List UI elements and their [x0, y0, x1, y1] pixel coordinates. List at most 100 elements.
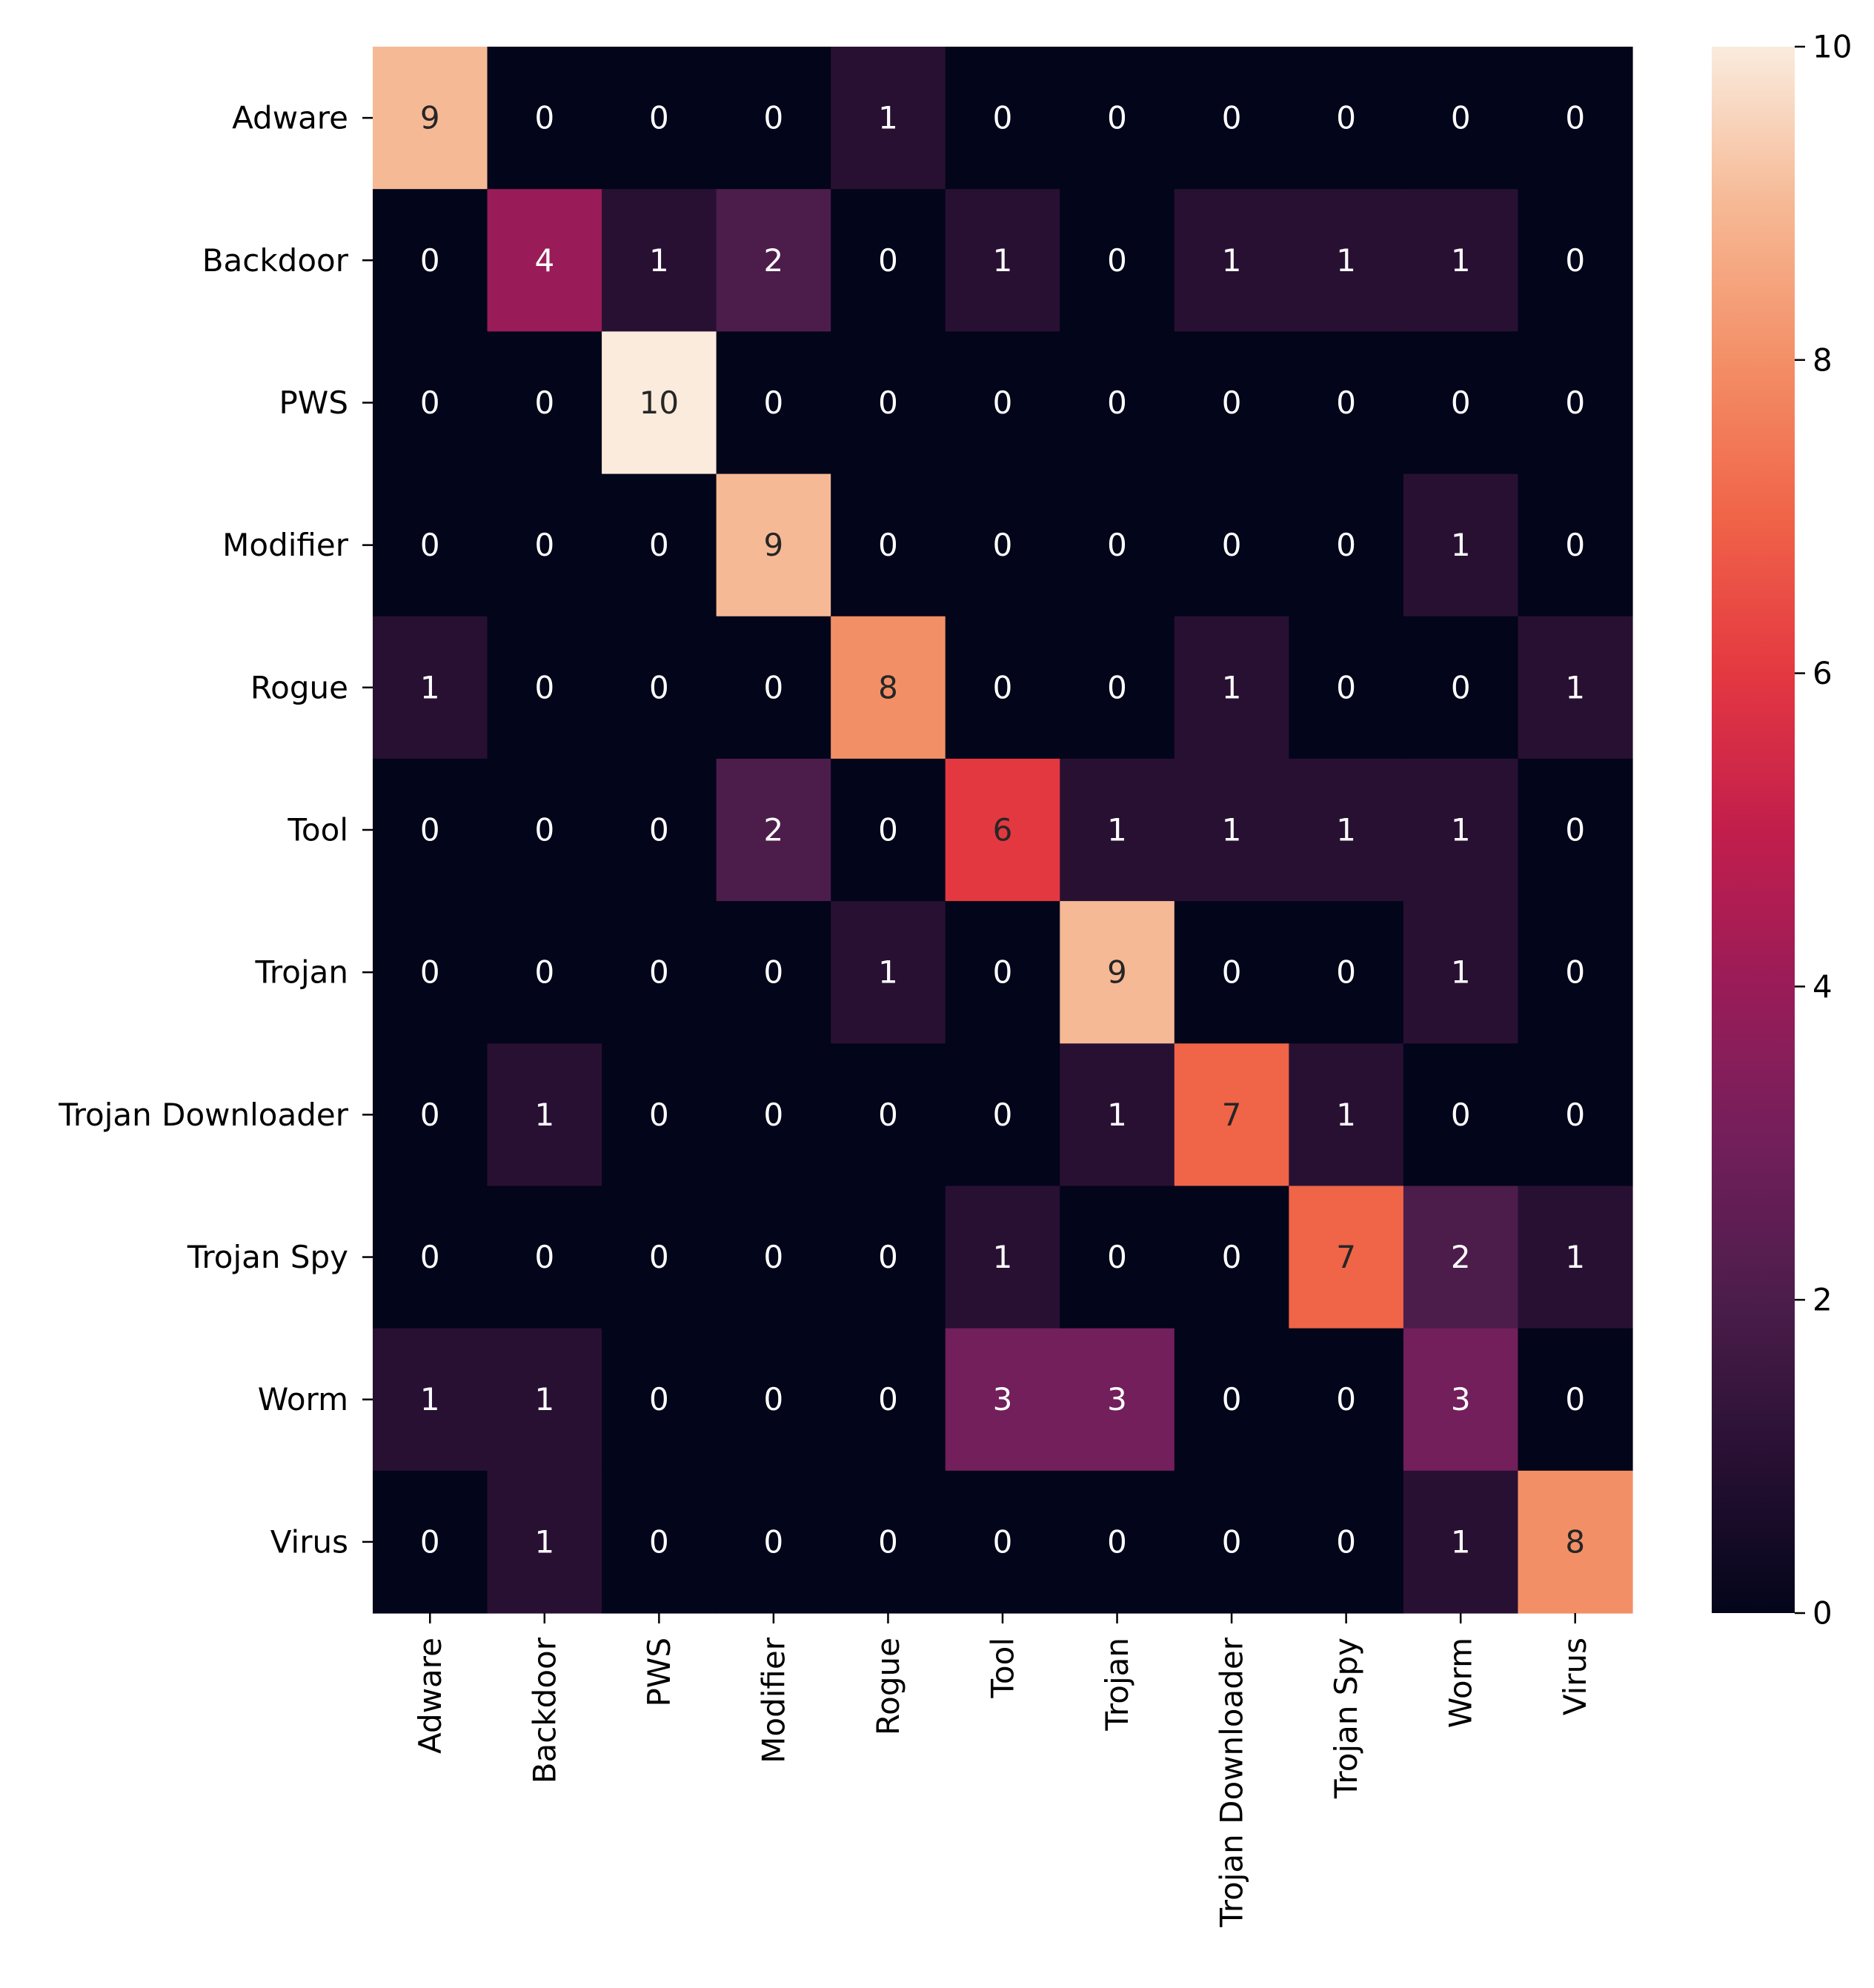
cell-label-rogue-worm: 0 [1451, 669, 1471, 705]
cell-worm-adware [373, 1328, 488, 1472]
cell-tool-pws [602, 758, 717, 902]
cell-label-worm-pws: 0 [649, 1381, 669, 1417]
cell-label-backdoor-pws: 1 [649, 242, 669, 279]
x-tick-label-tool: Tool [985, 1638, 1021, 1699]
cell-label-trojan-downloader-worm: 0 [1451, 1097, 1471, 1133]
cell-rogue-trojan-downloader [1174, 616, 1289, 759]
cell-label-tool-adware: 0 [420, 812, 440, 848]
cell-label-trojan-downloader-trojan: 1 [1107, 1097, 1127, 1133]
cell-adware-rogue [831, 47, 946, 190]
cell-modifier-tool [945, 473, 1060, 617]
cell-tool-modifier [716, 758, 831, 902]
y-tick-label-trojan-downloader: Trojan Downloader [58, 1097, 349, 1133]
cell-label-modifier-pws: 0 [649, 527, 669, 563]
cell-trojan-trojan [1060, 901, 1175, 1044]
cell-backdoor-pws [602, 189, 717, 332]
cell-modifier-backdoor [487, 473, 602, 617]
cell-pws-backdoor [487, 331, 602, 475]
colorbar-gradient [1712, 47, 1795, 1613]
cell-modifier-trojan-spy [1289, 473, 1404, 617]
cell-label-worm-rogue: 0 [878, 1381, 898, 1417]
cell-virus-trojan-spy [1289, 1470, 1404, 1614]
cell-adware-backdoor [487, 47, 602, 190]
cell-modifier-trojan-downloader [1174, 473, 1289, 617]
cell-pws-rogue [831, 331, 946, 475]
cell-label-adware-virus: 0 [1565, 100, 1585, 136]
cell-trojan-spy-virus [1518, 1186, 1633, 1329]
cell-backdoor-modifier [716, 189, 831, 332]
cell-modifier-worm [1403, 473, 1519, 617]
cell-label-trojan-downloader-trojan-downloader: 7 [1222, 1097, 1242, 1133]
cell-tool-trojan-spy [1289, 758, 1404, 902]
cell-label-pws-virus: 0 [1565, 385, 1585, 421]
cell-label-worm-worm: 3 [1451, 1381, 1471, 1417]
cell-rogue-pws [602, 616, 717, 759]
cell-label-tool-modifier: 2 [764, 812, 784, 848]
cell-tool-trojan-downloader [1174, 758, 1289, 902]
cell-backdoor-trojan-downloader [1174, 189, 1289, 332]
colorbar-tick-label: 4 [1812, 968, 1833, 1005]
cell-label-modifier-adware: 0 [420, 527, 440, 563]
cell-label-adware-trojan: 0 [1107, 100, 1127, 136]
colorbar-tick-label: 8 [1812, 342, 1833, 378]
cell-label-tool-pws: 0 [649, 812, 669, 848]
cell-modifier-trojan [1060, 473, 1175, 617]
cell-trojan-spy-trojan-spy [1289, 1186, 1404, 1329]
cell-trojan-downloader-modifier [716, 1043, 831, 1187]
cell-label-trojan-spy-rogue: 0 [878, 1239, 898, 1275]
cell-label-rogue-adware: 1 [420, 669, 440, 705]
cell-trojan-downloader-backdoor [487, 1043, 602, 1187]
cell-label-backdoor-backdoor: 4 [534, 242, 554, 279]
cell-label-backdoor-modifier: 2 [764, 242, 784, 279]
cell-trojan-modifier [716, 901, 831, 1044]
cell-trojan-spy-adware [373, 1186, 488, 1329]
cell-trojan-downloader-worm [1403, 1043, 1519, 1187]
cell-rogue-adware [373, 616, 488, 759]
cell-label-virus-virus: 8 [1565, 1523, 1585, 1560]
cell-label-tool-rogue: 0 [878, 812, 898, 848]
x-tick-label-rogue: Rogue [870, 1638, 906, 1735]
cell-label-virus-rogue: 0 [878, 1523, 898, 1560]
cell-label-backdoor-tool: 1 [993, 242, 1013, 279]
heatmap-cells [373, 47, 1633, 1614]
cell-label-rogue-tool: 0 [993, 669, 1013, 705]
cell-label-trojan-downloader-backdoor: 1 [534, 1097, 554, 1133]
cell-rogue-trojan [1060, 616, 1175, 759]
cell-backdoor-adware [373, 189, 488, 332]
x-tick-label-trojan-spy: Trojan Spy [1328, 1638, 1364, 1799]
cell-label-rogue-pws: 0 [649, 669, 669, 705]
cell-trojan-downloader-tool [945, 1043, 1060, 1187]
cell-trojan-downloader-adware [373, 1043, 488, 1187]
cell-trojan-spy-rogue [831, 1186, 946, 1329]
cell-virus-pws [602, 1470, 717, 1614]
cell-adware-modifier [716, 47, 831, 190]
cell-rogue-trojan-spy [1289, 616, 1404, 759]
x-tick-label-virus: Virus [1557, 1638, 1593, 1715]
cell-tool-worm [1403, 758, 1519, 902]
cell-label-trojan-trojan-spy: 0 [1336, 954, 1356, 991]
cell-label-worm-adware: 1 [420, 1381, 440, 1417]
cell-label-tool-worm: 1 [1451, 812, 1471, 848]
cell-modifier-rogue [831, 473, 946, 617]
cell-pws-modifier [716, 331, 831, 475]
cell-label-pws-rogue: 0 [878, 385, 898, 421]
cell-trojan-spy-trojan [1060, 1186, 1175, 1329]
cell-label-adware-trojan-downloader: 0 [1222, 100, 1242, 136]
cell-label-modifier-backdoor: 0 [534, 527, 554, 563]
cell-label-rogue-virus: 1 [1565, 669, 1585, 705]
cell-label-virus-modifier: 0 [764, 1523, 784, 1560]
cell-trojan-downloader-pws [602, 1043, 717, 1187]
cell-backdoor-rogue [831, 189, 946, 332]
cell-label-adware-backdoor: 0 [534, 100, 554, 136]
cell-rogue-virus [1518, 616, 1633, 759]
cell-label-tool-backdoor: 0 [534, 812, 554, 848]
cell-trojan-spy-pws [602, 1186, 717, 1329]
cell-label-rogue-trojan-spy: 0 [1336, 669, 1356, 705]
x-tick-label-pws: PWS [641, 1638, 677, 1707]
cell-trojan-downloader-trojan [1060, 1043, 1175, 1187]
cell-trojan-virus [1518, 901, 1633, 1044]
cell-label-trojan-trojan: 9 [1107, 954, 1127, 991]
cell-label-virus-trojan: 0 [1107, 1523, 1127, 1560]
cell-label-adware-tool: 0 [993, 100, 1013, 136]
